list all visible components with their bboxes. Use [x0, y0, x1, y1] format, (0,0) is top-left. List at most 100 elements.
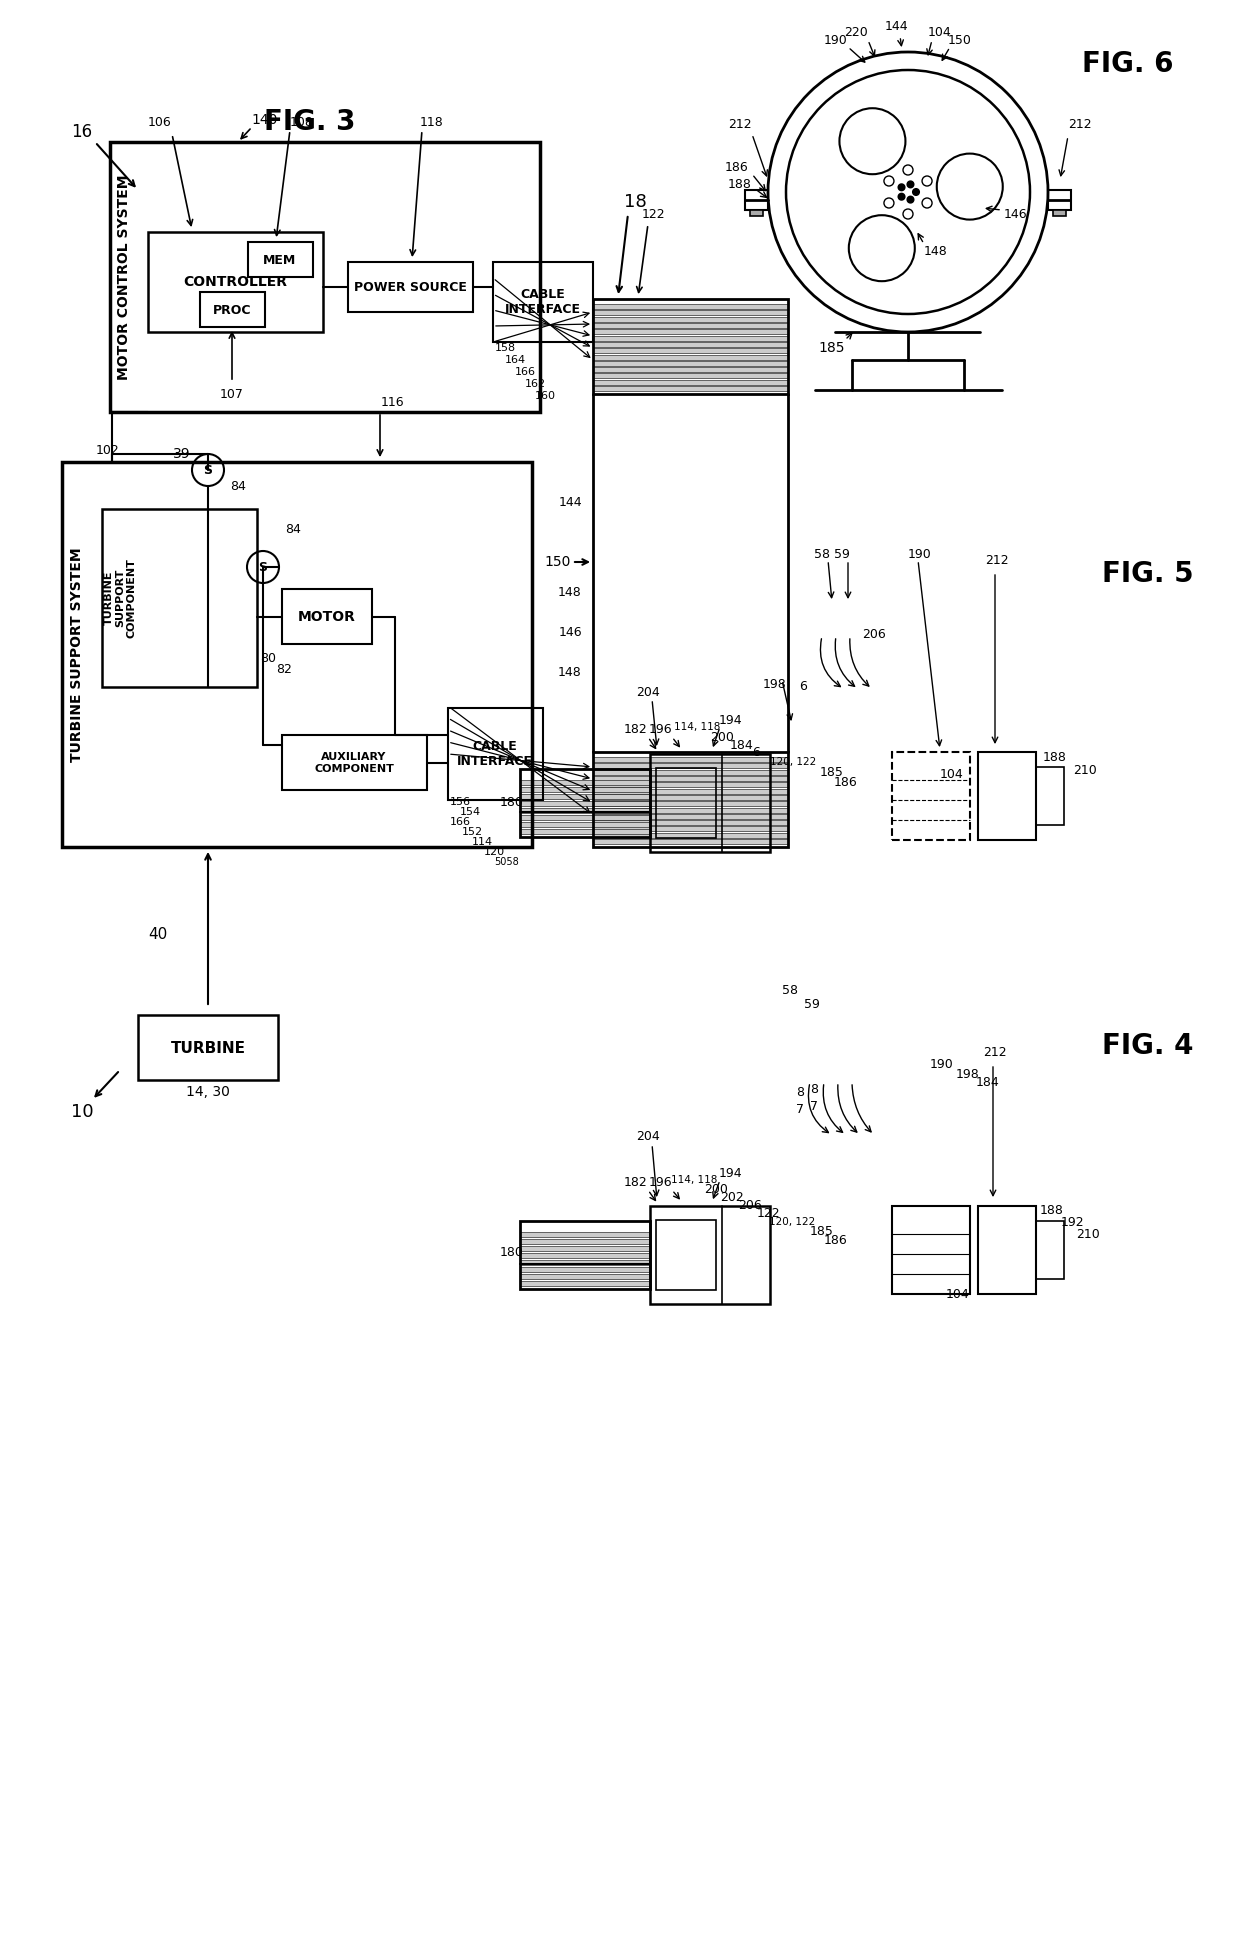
Text: 166: 166 — [449, 818, 470, 827]
Circle shape — [908, 181, 914, 186]
Bar — [593, 348, 787, 353]
Text: 198: 198 — [763, 678, 787, 691]
Bar — [892, 1206, 970, 1293]
Bar — [281, 588, 372, 645]
Text: 146: 146 — [1003, 208, 1027, 221]
Text: 39: 39 — [174, 447, 191, 460]
Text: 185: 185 — [810, 1225, 835, 1237]
Bar — [593, 783, 787, 787]
Text: 114, 118: 114, 118 — [673, 722, 720, 732]
Text: 188: 188 — [1040, 1204, 1064, 1216]
Bar — [593, 788, 787, 794]
Bar — [656, 1220, 715, 1289]
Text: TURBINE: TURBINE — [171, 1041, 246, 1056]
Bar — [593, 802, 787, 806]
Text: CABLE
INTERFACE: CABLE INTERFACE — [505, 287, 582, 317]
Text: PROC: PROC — [213, 303, 252, 317]
Text: 186: 186 — [725, 161, 749, 173]
Text: 192: 192 — [1060, 1216, 1084, 1229]
Text: 185: 185 — [820, 765, 844, 779]
Text: 59: 59 — [804, 998, 820, 1010]
Text: 220: 220 — [844, 25, 868, 39]
Text: CABLE
INTERFACE: CABLE INTERFACE — [458, 740, 533, 767]
Bar — [1035, 767, 1064, 825]
Text: S: S — [203, 464, 212, 476]
Bar — [520, 1260, 650, 1264]
Bar — [978, 1206, 1035, 1293]
Bar — [520, 1274, 650, 1280]
Text: 190: 190 — [908, 548, 932, 561]
Circle shape — [908, 196, 914, 202]
Bar — [593, 311, 787, 315]
Text: 59: 59 — [835, 548, 849, 561]
Text: 198: 198 — [956, 1068, 980, 1080]
Text: CONTROLLER: CONTROLLER — [184, 276, 286, 289]
Bar — [520, 800, 650, 806]
Text: FIG. 3: FIG. 3 — [264, 109, 356, 136]
Circle shape — [899, 194, 904, 200]
Text: 202: 202 — [720, 1190, 744, 1204]
Text: 5058: 5058 — [495, 856, 520, 866]
Text: 186: 186 — [825, 1233, 848, 1247]
Bar — [593, 317, 787, 322]
Bar — [892, 752, 970, 841]
Bar — [520, 814, 650, 820]
Text: 194: 194 — [718, 1167, 742, 1179]
Text: MOTOR CONTROL SYSTEM: MOTOR CONTROL SYSTEM — [117, 175, 131, 381]
Text: 206: 206 — [862, 627, 885, 641]
Bar — [494, 262, 593, 342]
Text: 206: 206 — [738, 1198, 761, 1212]
Text: 144: 144 — [884, 19, 908, 33]
Bar — [138, 1016, 278, 1080]
Text: 84: 84 — [231, 480, 246, 493]
Bar — [593, 839, 787, 845]
Text: 84: 84 — [285, 522, 301, 536]
Text: 104: 104 — [940, 767, 963, 781]
Text: 185: 185 — [818, 342, 846, 355]
Text: 122: 122 — [641, 208, 665, 221]
Text: TURBINE
SUPPORT
COMPONENT: TURBINE SUPPORT COMPONENT — [103, 557, 136, 637]
Text: 204: 204 — [636, 686, 660, 699]
Text: 182: 182 — [624, 1175, 647, 1189]
Bar — [593, 752, 787, 847]
Text: 200: 200 — [704, 1183, 728, 1196]
Text: 212: 212 — [986, 553, 1009, 567]
Text: 150: 150 — [949, 33, 972, 47]
Text: 160: 160 — [534, 390, 556, 400]
Bar — [520, 1239, 650, 1245]
Text: FIG. 4: FIG. 4 — [1102, 1031, 1194, 1060]
Text: 186: 186 — [835, 775, 858, 788]
Text: 182: 182 — [624, 722, 647, 736]
Text: 210: 210 — [1073, 763, 1097, 777]
Bar — [593, 386, 787, 390]
Text: AUXILIARY
COMPONENT: AUXILIARY COMPONENT — [314, 752, 394, 773]
Bar — [745, 190, 768, 210]
Text: 7: 7 — [796, 1103, 804, 1115]
Text: 152: 152 — [461, 827, 482, 837]
Text: 58: 58 — [813, 548, 830, 561]
Bar — [593, 763, 787, 769]
Bar — [102, 509, 257, 687]
Text: 82: 82 — [277, 662, 291, 676]
Bar — [650, 1206, 770, 1303]
Text: 107: 107 — [219, 388, 244, 400]
Text: 8: 8 — [796, 1086, 804, 1099]
Bar — [593, 769, 787, 775]
Text: 118: 118 — [420, 115, 444, 128]
Bar — [520, 829, 650, 833]
Text: FIG. 6: FIG. 6 — [1083, 50, 1174, 78]
Bar — [520, 787, 650, 792]
Bar — [593, 299, 787, 394]
Bar — [593, 373, 787, 379]
Text: 16: 16 — [72, 122, 93, 142]
Bar — [520, 1231, 650, 1237]
Text: 14, 30: 14, 30 — [186, 1086, 229, 1099]
Text: 148: 148 — [558, 585, 582, 598]
Bar — [520, 1245, 650, 1251]
Text: 154: 154 — [460, 808, 481, 818]
Bar — [593, 355, 787, 359]
Text: 146: 146 — [558, 625, 582, 639]
Text: POWER SOURCE: POWER SOURCE — [353, 280, 466, 293]
Text: 8: 8 — [810, 1082, 818, 1095]
Text: 188: 188 — [1043, 750, 1066, 763]
